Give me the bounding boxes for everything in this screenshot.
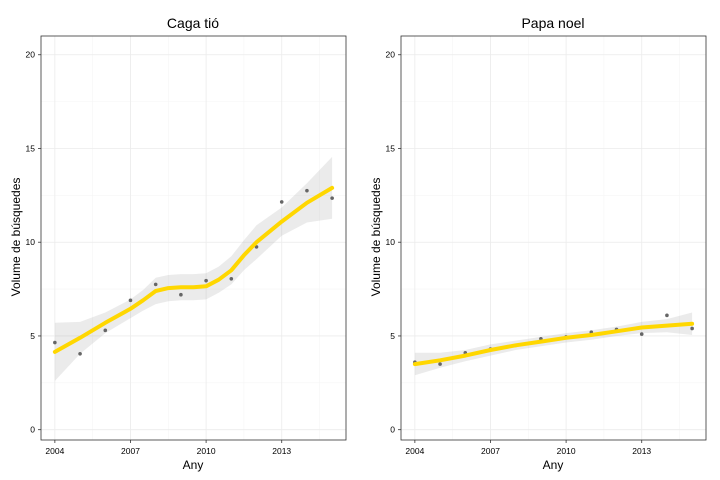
data-point [254,245,259,249]
y-tick-label: 15 [26,143,36,153]
x-axis-label: Any [183,458,204,472]
y-axis-label: Volume de búsquedes [9,178,23,297]
y-tick-label: 0 [390,425,395,435]
x-tick-label: 2013 [272,446,291,456]
data-point [103,328,108,333]
data-point [305,188,309,193]
data-point [53,340,57,345]
data-point [153,282,158,287]
data-point [128,298,133,303]
y-tick-label: 0 [30,425,35,435]
panel-papa-noel: 2004 2007 2010 2013 0 5 10 15 20 Papa noel Any V… [369,15,707,472]
plot-area: 2004 2007 2010 2013 0 5 10 15 20 [386,35,707,456]
plot-area: 2004 2007 2010 2013 0 5 10 15 20 [26,35,347,456]
x-axis-label: Any [543,458,564,472]
x-tick-label: 2007 [121,446,140,456]
panel-border [40,35,347,441]
chart-title: Papa noel [521,15,584,31]
data-point [639,332,644,336]
smooth-line [52,185,335,354]
y-tick-label: 15 [386,143,396,153]
data-point [279,200,284,204]
data-point [229,276,234,281]
y-tick-label: 5 [390,331,395,341]
y-tick-label: 5 [30,331,35,341]
confidence-band [414,312,693,376]
panel-background [41,36,346,440]
x-tick-label: 2007 [481,446,500,456]
y-tick-label: 20 [386,50,396,60]
x-tick-label: 2004 [45,446,64,456]
y-tick-label: 20 [26,50,36,60]
x-tick-label: 2010 [557,446,576,456]
y-tick-label: 10 [386,237,396,247]
y-axis-label: Volume de búsquedes [369,178,383,297]
data-point [204,278,208,283]
x-tick-label: 2013 [632,446,651,456]
data-point [179,292,183,297]
panel-background [401,36,706,440]
x-tick-label: 2004 [405,446,424,456]
data-point [665,313,669,318]
smooth-line [412,321,695,367]
data-point [78,351,82,356]
x-tick-label: 2010 [197,446,216,456]
data-point [330,196,334,200]
panel-border [400,35,707,441]
data-point [690,326,694,331]
panel-caga-tio: 2004 2007 2010 2013 0 5 10 15 20 Caga tió Any Vo… [9,15,347,472]
y-tick-label: 10 [26,237,36,247]
data-point [438,362,442,366]
chart-title: Caga tió [167,15,219,31]
